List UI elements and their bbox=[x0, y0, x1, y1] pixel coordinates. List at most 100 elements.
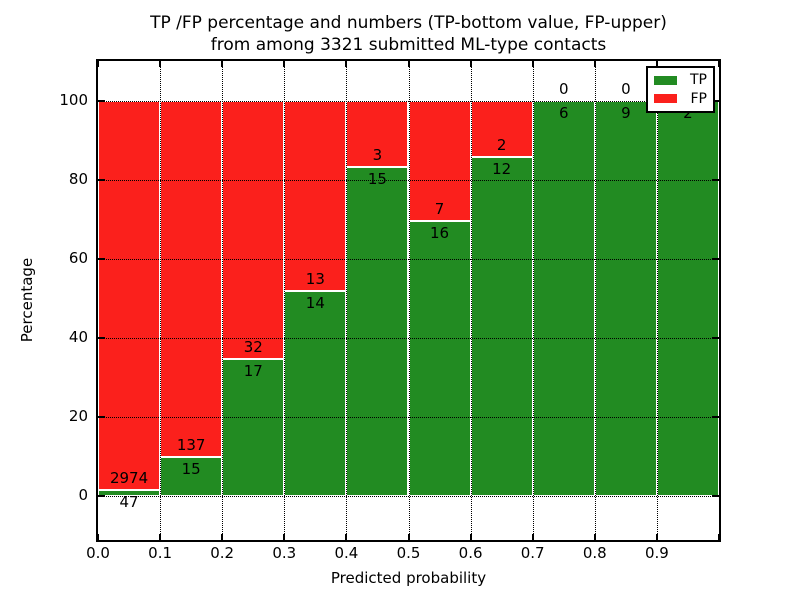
x-tick-mark-bottom-3 bbox=[283, 534, 286, 540]
y-tick-mark-left-80 bbox=[98, 178, 105, 181]
y-tick-label-100: 100 bbox=[59, 90, 88, 109]
bar-segment-fp-3 bbox=[284, 100, 347, 292]
v-gridline-7 bbox=[532, 61, 534, 540]
fp-value-label-1: 137 bbox=[176, 436, 206, 455]
x-tick-mark-top-7 bbox=[531, 61, 534, 67]
x-tick-mark-bottom-4 bbox=[345, 534, 348, 540]
x-tick-mark-bottom-1 bbox=[159, 534, 162, 540]
y-tick-mark-right-40 bbox=[712, 337, 719, 340]
x-tick-mark-top-4 bbox=[345, 61, 348, 67]
fp-value-label-4: 3 bbox=[372, 145, 383, 164]
x-tick-label-0.6: 0.6 bbox=[458, 544, 483, 562]
tp-value-label-7: 6 bbox=[558, 103, 569, 122]
bar-segment-tp-1 bbox=[160, 457, 223, 497]
bar-segment-tp-7 bbox=[532, 100, 595, 497]
chart-title: TP /FP percentage and numbers (TP-bottom… bbox=[96, 12, 721, 56]
x-tick-mark-bottom-7 bbox=[531, 534, 534, 540]
v-gridline-5 bbox=[408, 61, 410, 540]
x-tick-label-0.1: 0.1 bbox=[148, 544, 173, 562]
bar-segment-fp-1 bbox=[160, 100, 223, 458]
y-tick-mark-left-60 bbox=[98, 257, 105, 260]
chart-title-line1: TP /FP percentage and numbers (TP-bottom… bbox=[150, 13, 667, 33]
x-tick-mark-bottom-5 bbox=[407, 534, 410, 540]
x-tick-label-0.9: 0.9 bbox=[644, 544, 669, 562]
tp-value-label-4: 15 bbox=[367, 169, 387, 188]
x-tick-mark-bottom-0 bbox=[97, 534, 99, 540]
legend-item-fp: FP bbox=[654, 92, 707, 106]
v-gridline-9 bbox=[656, 61, 658, 540]
x-tick-label-0.8: 0.8 bbox=[582, 544, 607, 562]
legend-fp-swatch bbox=[654, 94, 677, 104]
bar-segment-fp-5 bbox=[408, 100, 471, 222]
x-tick-label-0.3: 0.3 bbox=[272, 544, 297, 562]
tp-value-label-6: 12 bbox=[492, 160, 512, 179]
fp-value-label-7: 0 bbox=[558, 79, 569, 98]
x-axis-label: Predicted probability bbox=[330, 569, 487, 587]
v-gridline-2 bbox=[222, 61, 224, 540]
y-tick-mark-left-20 bbox=[98, 416, 105, 419]
bar-segment-fp-0 bbox=[98, 100, 161, 491]
x-tick-label-0.7: 0.7 bbox=[520, 544, 545, 562]
fp-value-label-2: 32 bbox=[243, 338, 263, 357]
y-tick-label-0: 0 bbox=[78, 486, 88, 505]
bar-segment-tp-5 bbox=[408, 221, 471, 497]
x-tick-mark-bottom-2 bbox=[221, 534, 224, 540]
bar-segment-tp-0 bbox=[98, 490, 161, 497]
fp-value-label-8: 0 bbox=[621, 79, 631, 98]
x-tick-mark-top-5 bbox=[407, 61, 410, 67]
v-gridline-3 bbox=[284, 61, 286, 540]
y-tick-mark-right-20 bbox=[712, 416, 719, 419]
bar-segment-tp-8 bbox=[594, 100, 657, 497]
bar-segment-tp-4 bbox=[346, 166, 409, 497]
y-tick-mark-left-100 bbox=[98, 99, 105, 102]
y-tick-label-60: 60 bbox=[68, 248, 88, 267]
bar-segment-tp-3 bbox=[284, 291, 347, 497]
tp-value-label-2: 17 bbox=[243, 362, 263, 381]
x-tick-mark-bottom-8 bbox=[593, 534, 596, 540]
y-tick-mark-right-80 bbox=[712, 178, 719, 181]
legend-fp-label: FP bbox=[690, 90, 708, 107]
y-tick-mark-left-0 bbox=[98, 495, 105, 498]
bar-segment-tp-9 bbox=[656, 100, 719, 497]
bar-segment-fp-2 bbox=[222, 100, 285, 360]
x-tick-label-0.2: 0.2 bbox=[210, 544, 235, 562]
v-gridline-4 bbox=[346, 61, 348, 540]
v-gridline-1 bbox=[160, 61, 162, 540]
chart-title-line2: from among 3321 submitted ML-type contac… bbox=[210, 35, 607, 55]
x-tick-mark-top-1 bbox=[159, 61, 162, 67]
x-tick-mark-top-0 bbox=[97, 61, 99, 67]
x-tick-mark-top-9 bbox=[655, 61, 658, 67]
x-tick-mark-top-2 bbox=[221, 61, 224, 67]
x-tick-mark-top-6 bbox=[469, 61, 472, 67]
fp-value-label-6: 2 bbox=[496, 136, 507, 155]
x-tick-mark-top-3 bbox=[283, 61, 286, 67]
x-tick-label-0.4: 0.4 bbox=[334, 544, 359, 562]
tp-value-label-5: 16 bbox=[430, 224, 450, 243]
y-tick-label-40: 40 bbox=[68, 328, 88, 347]
tp-value-label-1: 15 bbox=[181, 460, 201, 479]
y-tick-label-20: 20 bbox=[68, 407, 88, 426]
x-tick-label-0.0: 0.0 bbox=[86, 544, 110, 562]
y-axis-label: Percentage bbox=[18, 257, 36, 343]
fp-value-label-0: 2974 bbox=[109, 469, 149, 488]
legend: TP FP bbox=[646, 66, 715, 113]
legend-tp-label: TP bbox=[690, 72, 707, 89]
tp-value-label-0: 47 bbox=[119, 493, 139, 512]
legend-item-tp: TP bbox=[654, 73, 707, 87]
fp-value-label-3: 13 bbox=[305, 270, 325, 289]
tp-value-label-3: 14 bbox=[305, 294, 325, 313]
bar-segment-tp-6 bbox=[470, 157, 533, 497]
fp-value-label-5: 7 bbox=[434, 200, 445, 219]
y-tick-mark-right-100 bbox=[712, 99, 719, 102]
y-tick-label-80: 80 bbox=[68, 169, 88, 188]
y-tick-mark-right-60 bbox=[712, 257, 719, 260]
plot-area: 2974471371532171314315716212060902 bbox=[96, 59, 721, 542]
x-tick-mark-top-10 bbox=[718, 61, 720, 67]
x-tick-mark-bottom-10 bbox=[718, 534, 720, 540]
y-tick-mark-left-40 bbox=[98, 337, 105, 340]
tp-value-label-8: 9 bbox=[621, 103, 631, 122]
x-tick-mark-top-8 bbox=[593, 61, 596, 67]
v-gridline-8 bbox=[594, 61, 596, 540]
x-tick-label-0.5: 0.5 bbox=[396, 544, 421, 562]
